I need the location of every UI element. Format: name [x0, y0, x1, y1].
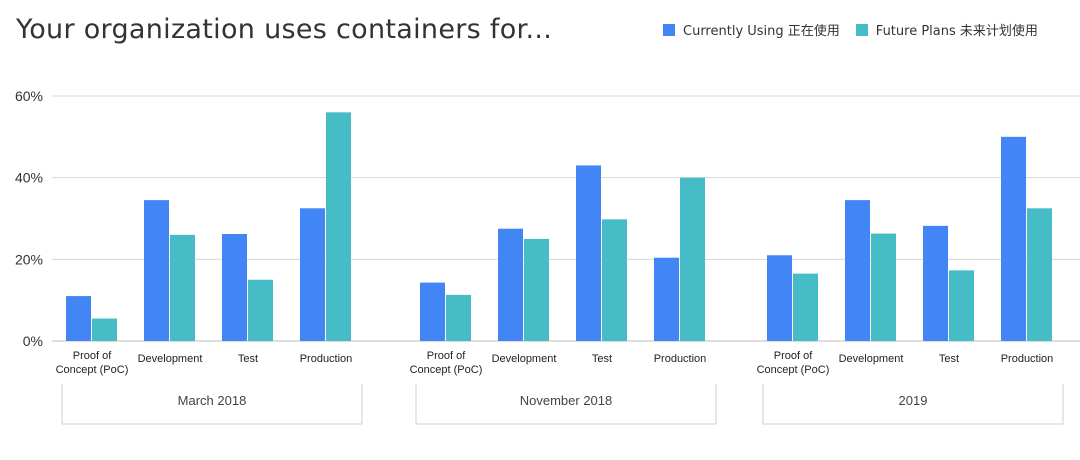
- bar: [871, 233, 896, 341]
- y-tick-label: 60%: [15, 88, 43, 104]
- y-axis-ticks: 0% 20% 40% 60%: [15, 88, 43, 349]
- x-tick-label: Development: [839, 353, 904, 365]
- x-axis-labels: Proof of Concept (PoC) Development Test Prod…: [56, 350, 1054, 376]
- x-tick-label: Test: [592, 353, 612, 365]
- x-tick-label: Production: [300, 353, 353, 365]
- bar: [680, 177, 705, 341]
- bar: [92, 318, 117, 341]
- group-brackets: March 2018 November 2018 2019: [61, 384, 1064, 425]
- y-tick-label: 20%: [15, 251, 43, 267]
- legend-swatch-currently-using: [663, 23, 675, 36]
- bar: [144, 200, 169, 341]
- group-label: November 2018: [520, 393, 613, 408]
- x-tick-label: Production: [654, 353, 707, 365]
- bar: [1027, 208, 1052, 341]
- x-tick-label: Test: [939, 353, 959, 365]
- bar: [1001, 136, 1026, 341]
- bars: [66, 112, 1052, 341]
- bar: [576, 165, 601, 341]
- chart-title: Your organization uses containers for...: [16, 14, 553, 45]
- x-tick-label: Development: [492, 353, 557, 365]
- bar: [66, 296, 91, 341]
- bar: [446, 294, 471, 341]
- bar: [524, 238, 549, 341]
- group-bracket: [415, 384, 717, 425]
- y-tick-label: 0%: [23, 333, 43, 349]
- bar: [602, 219, 627, 341]
- bar: [767, 255, 792, 341]
- group-bracket: [61, 384, 363, 425]
- legend-item-currently-using: Currently Using 正在使用: [663, 20, 840, 39]
- legend-label-future-plans: Future Plans 未来计划使用: [875, 24, 1038, 39]
- bar: [300, 208, 325, 341]
- x-tick-label: Production: [1001, 353, 1054, 365]
- bar: [498, 228, 523, 341]
- group-label: March 2018: [178, 393, 247, 408]
- x-tick-label: Test: [238, 353, 258, 365]
- x-tick-label: Proof of Concept (PoC): [757, 350, 830, 376]
- group-bracket: [762, 384, 1064, 425]
- x-tick-label: Development: [138, 353, 203, 365]
- bar: [793, 273, 818, 341]
- bar: [923, 225, 948, 341]
- bar: [248, 279, 273, 341]
- x-tick-label: Proof of Concept (PoC): [410, 350, 483, 376]
- legend-swatch-future-plans: [855, 23, 868, 36]
- bar: [949, 270, 974, 341]
- group-label: 2019: [899, 393, 928, 408]
- bar: [222, 234, 247, 341]
- bar: [654, 257, 679, 341]
- legend-label-currently-using: Currently Using 正在使用: [683, 24, 840, 39]
- bar: [170, 234, 195, 341]
- legend: Currently Using 正在使用 Future Plans 未来计划使用: [663, 20, 1054, 39]
- bar: [845, 200, 870, 341]
- y-tick-label: 40%: [15, 170, 43, 186]
- bar: [420, 282, 445, 341]
- bar: [326, 112, 351, 341]
- legend-item-future-plans: Future Plans 未来计划使用: [855, 20, 1038, 39]
- x-tick-label: Proof of Concept (PoC): [56, 350, 129, 376]
